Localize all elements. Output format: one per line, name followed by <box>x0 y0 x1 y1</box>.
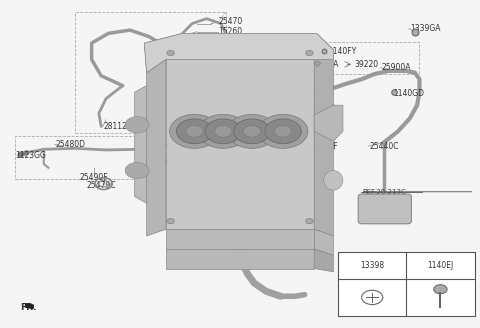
Circle shape <box>167 50 174 55</box>
Circle shape <box>227 114 277 148</box>
Text: 25470: 25470 <box>218 17 243 27</box>
Polygon shape <box>166 249 314 269</box>
Text: 25430F: 25430F <box>310 142 338 151</box>
Text: 1339GA: 1339GA <box>410 24 441 33</box>
Text: REF.20-213C: REF.20-213C <box>362 189 406 195</box>
Text: 25479C: 25479C <box>86 181 116 190</box>
Polygon shape <box>25 304 33 308</box>
Text: 25490F: 25490F <box>80 173 108 182</box>
Text: 1140GD: 1140GD <box>393 89 424 98</box>
Polygon shape <box>166 229 314 249</box>
Circle shape <box>243 125 261 137</box>
Polygon shape <box>166 59 314 229</box>
Circle shape <box>186 125 203 137</box>
Polygon shape <box>147 59 166 236</box>
Polygon shape <box>166 33 317 59</box>
Circle shape <box>205 119 241 144</box>
Text: 25480D: 25480D <box>56 140 86 149</box>
Circle shape <box>434 285 447 294</box>
Text: 13398: 13398 <box>360 261 384 270</box>
Polygon shape <box>135 86 147 203</box>
Polygon shape <box>144 33 182 72</box>
Text: FR.: FR. <box>20 303 36 312</box>
Text: 1140EJ: 1140EJ <box>427 261 454 270</box>
Circle shape <box>306 50 313 55</box>
Circle shape <box>215 125 232 137</box>
Circle shape <box>167 218 174 224</box>
Circle shape <box>275 125 292 137</box>
Polygon shape <box>314 33 333 236</box>
Polygon shape <box>314 229 333 256</box>
Text: 25900A: 25900A <box>381 63 411 72</box>
FancyBboxPatch shape <box>358 194 411 224</box>
Polygon shape <box>314 249 333 272</box>
Bar <box>338 252 475 316</box>
Text: 28112A: 28112A <box>104 122 132 131</box>
Text: 1123GG: 1123GG <box>15 151 46 160</box>
Circle shape <box>234 119 270 144</box>
Text: 25492B: 25492B <box>158 158 188 167</box>
Text: 25640G: 25640G <box>252 89 282 98</box>
Circle shape <box>306 218 313 224</box>
Circle shape <box>258 114 308 148</box>
Circle shape <box>125 162 149 179</box>
Circle shape <box>125 117 149 133</box>
Ellipse shape <box>324 171 343 190</box>
Bar <box>15 136 170 179</box>
Text: 39220: 39220 <box>355 60 379 69</box>
Circle shape <box>198 114 248 148</box>
Bar <box>310 42 420 74</box>
Polygon shape <box>314 105 343 141</box>
Circle shape <box>169 114 219 148</box>
Circle shape <box>176 119 213 144</box>
Text: 15260: 15260 <box>218 27 242 36</box>
Text: 25440C: 25440C <box>369 142 399 151</box>
Text: 25460E: 25460E <box>269 254 298 263</box>
Text: 39311A: 39311A <box>310 60 339 69</box>
Circle shape <box>265 119 301 144</box>
Text: 1140FY: 1140FY <box>328 47 357 56</box>
Bar <box>75 12 226 133</box>
Polygon shape <box>144 33 333 72</box>
